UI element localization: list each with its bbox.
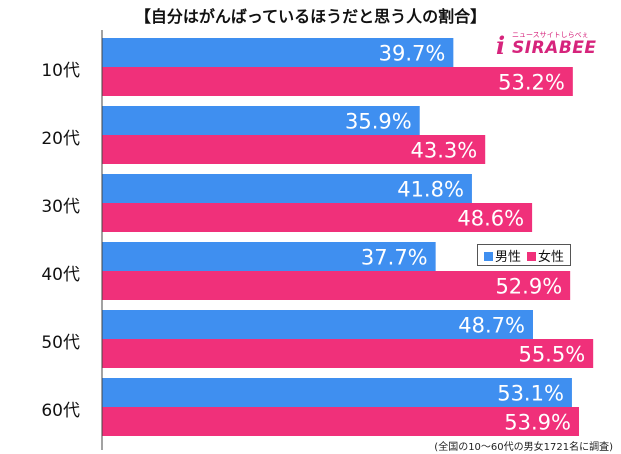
category-label: 30代 bbox=[41, 197, 80, 217]
bar-female bbox=[102, 339, 594, 368]
logo-wordmark: SIRABEE bbox=[512, 38, 597, 58]
data-label: 48.6% bbox=[457, 207, 524, 231]
bar-female bbox=[102, 203, 533, 232]
bar-male bbox=[102, 106, 420, 135]
data-label: 53.2% bbox=[498, 71, 565, 95]
data-label: 43.3% bbox=[410, 139, 477, 163]
bar-male bbox=[102, 38, 454, 67]
data-label: 39.7% bbox=[379, 42, 446, 66]
data-label: 48.7% bbox=[458, 314, 525, 338]
legend-item-female: 女性 bbox=[527, 246, 564, 265]
survey-footnote: (全国の10〜60代の男女1721名に調査) bbox=[434, 442, 613, 453]
data-label: 53.1% bbox=[497, 382, 564, 406]
bar-male bbox=[102, 378, 572, 407]
data-label: 35.9% bbox=[345, 110, 412, 134]
data-label: 41.8% bbox=[397, 178, 464, 202]
legend-label-male: 男性 bbox=[495, 249, 522, 265]
legend-item-male: 男性 bbox=[484, 246, 521, 265]
legend-label-female: 女性 bbox=[538, 249, 565, 265]
data-label: 37.7% bbox=[361, 246, 428, 270]
bar-female bbox=[102, 135, 486, 164]
bar-male bbox=[102, 174, 472, 203]
legend-swatch-female bbox=[527, 251, 537, 261]
category-label: 60代 bbox=[41, 401, 80, 421]
bar-male bbox=[102, 242, 436, 271]
data-label: 53.9% bbox=[504, 411, 571, 435]
category-label: 50代 bbox=[41, 333, 80, 353]
logo-tagline: ニュースサイトしらべぇ bbox=[512, 31, 589, 39]
bar-female bbox=[102, 67, 573, 96]
category-label: 10代 bbox=[41, 61, 80, 81]
bar-female bbox=[102, 271, 571, 300]
data-label: 52.9% bbox=[495, 275, 562, 299]
logo-letter: i bbox=[496, 31, 506, 60]
chart-legend: 男性 女性 bbox=[477, 244, 572, 266]
category-label: 40代 bbox=[41, 265, 80, 285]
bar-female bbox=[102, 407, 580, 436]
legend-swatch-male bbox=[484, 251, 493, 261]
data-label: 55.5% bbox=[518, 343, 585, 367]
chart-title: 【自分はがんばっているほうだと思う人の割合】 bbox=[134, 7, 487, 26]
category-label: 20代 bbox=[41, 129, 80, 149]
bar-male bbox=[102, 310, 533, 339]
